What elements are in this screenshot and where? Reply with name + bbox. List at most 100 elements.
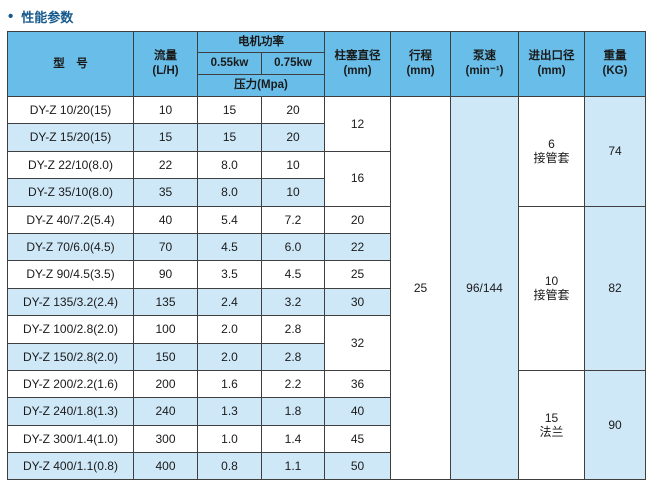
cell-model: DY-Z 10/20(15) bbox=[7, 95, 134, 125]
cell-power-075: 2.2 bbox=[261, 369, 325, 399]
cell-power-055: 4.5 bbox=[197, 232, 262, 262]
cell-plunger: 16 bbox=[324, 150, 391, 207]
cell-model: DY-Z 90/4.5(3.5) bbox=[7, 260, 134, 289]
cell-power-075: 7.2 bbox=[261, 205, 325, 234]
cell-power-075: 2.8 bbox=[261, 315, 325, 344]
table-header: 型 号 流量 (L/H) 电机功率 柱塞直径 (mm) 行程 (mm) 泵速 (… bbox=[7, 31, 646, 97]
bullet-icon: • bbox=[8, 8, 14, 25]
cell-power-075: 4.5 bbox=[261, 260, 325, 289]
table-row: DY-Z 240/1.8(1.3) 240 1.3 1.8 40 bbox=[7, 397, 646, 426]
cell-power-055: 2.4 bbox=[197, 287, 262, 317]
cell-flow: 35 bbox=[133, 178, 198, 207]
cell-power-055: 15 bbox=[197, 123, 262, 152]
section-title-text: 性能参数 bbox=[21, 10, 74, 25]
table-row: DY-Z 200/2.2(1.6) 200 1.6 2.2 36 15 法兰 90 bbox=[7, 369, 646, 481]
header-motor-power: 电机功率 bbox=[197, 31, 325, 53]
table-row: DY-Z 70/6.0(4.5) 70 4.5 6.0 22 bbox=[7, 232, 646, 262]
cell-power-055: 2.0 bbox=[197, 315, 262, 344]
table-row: DY-Z 40/7.2(5.4) 40 5.4 7.2 20 10 接管套 82 bbox=[7, 205, 646, 371]
cell-weight: 90 bbox=[584, 369, 646, 481]
cell-model: DY-Z 70/6.0(4.5) bbox=[7, 232, 134, 262]
cell-plunger: 25 bbox=[324, 260, 391, 289]
header-flow: 流量 (L/H) bbox=[133, 31, 198, 97]
table-row: DY-Z 35/10(8.0) 35 8.0 10 bbox=[7, 178, 646, 207]
cell-weight: 74 bbox=[584, 96, 646, 207]
cell-power-055: 8.0 bbox=[197, 150, 262, 180]
cell-flow: 10 bbox=[133, 95, 198, 125]
cell-power-075: 10 bbox=[261, 150, 325, 180]
cell-power-055: 1.6 bbox=[197, 369, 262, 399]
cell-plunger: 32 bbox=[324, 315, 391, 371]
cell-inlet-outlet: 10 接管套 bbox=[518, 205, 585, 371]
cell-power-075: 20 bbox=[261, 123, 325, 152]
cell-power-075: 3.2 bbox=[261, 287, 325, 317]
table-row: DY-Z 300/1.4(1.0) 300 1.0 1.4 45 bbox=[7, 424, 646, 454]
header-plunger-diameter: 柱塞直径 (mm) bbox=[324, 31, 391, 97]
cell-flow: 15 bbox=[133, 123, 198, 152]
cell-flow: 300 bbox=[133, 424, 198, 454]
section-title: • 性能参数 bbox=[0, 0, 650, 31]
table-row: DY-Z 10/20(15) 10 15 20 12 25 96/144 6 接管套 74 bbox=[7, 95, 646, 481]
table-row: DY-Z 22/10(8.0) 22 8.0 10 16 bbox=[7, 150, 646, 207]
table-row: DY-Z 100/2.8(2.0) 100 2.0 2.8 32 bbox=[7, 315, 646, 371]
cell-model: DY-Z 240/1.8(1.3) bbox=[7, 397, 134, 426]
performance-table: 型 号 流量 (L/H) 电机功率 柱塞直径 (mm) 行程 (mm) 泵速 (… bbox=[7, 31, 646, 481]
header-pump-speed: 泵速 (min⁻¹) bbox=[450, 31, 519, 97]
table-row: DY-Z 90/4.5(3.5) 90 3.5 4.5 25 bbox=[7, 260, 646, 289]
cell-flow: 22 bbox=[133, 150, 198, 180]
cell-power-055: 2.0 bbox=[197, 342, 262, 371]
cell-model: DY-Z 400/1.1(0.8) bbox=[7, 452, 134, 481]
cell-model: DY-Z 40/7.2(5.4) bbox=[7, 205, 134, 234]
cell-power-075: 10 bbox=[261, 178, 325, 207]
header-pressure: 压力(Mpa) bbox=[197, 74, 325, 97]
cell-flow: 90 bbox=[133, 260, 198, 289]
cell-plunger: 22 bbox=[324, 232, 391, 262]
cell-flow: 70 bbox=[133, 232, 198, 262]
cell-power-075: 20 bbox=[261, 95, 325, 125]
cell-plunger: 45 bbox=[324, 424, 391, 454]
cell-pump-speed: 96/144 bbox=[450, 95, 519, 481]
header-power-075: 0.75kw bbox=[261, 52, 325, 75]
cell-power-055: 15 bbox=[197, 95, 262, 125]
cell-model: DY-Z 22/10(8.0) bbox=[7, 150, 134, 180]
cell-power-055: 1.0 bbox=[197, 424, 262, 454]
cell-plunger: 20 bbox=[324, 205, 391, 234]
table-row: DY-Z 15/20(15) 15 15 20 bbox=[7, 123, 646, 152]
header-stroke: 行程 (mm) bbox=[390, 31, 451, 97]
cell-flow: 100 bbox=[133, 315, 198, 344]
cell-plunger: 12 bbox=[324, 96, 391, 152]
cell-plunger: 50 bbox=[324, 452, 391, 481]
cell-power-055: 5.4 bbox=[197, 205, 262, 234]
table-body: DY-Z 10/20(15) 10 15 20 12 25 96/144 6 接管套 74 DY-… bbox=[7, 95, 646, 481]
cell-model: DY-Z 150/2.8(2.0) bbox=[7, 342, 134, 371]
cell-power-055: 8.0 bbox=[197, 178, 262, 207]
table-row: DY-Z 400/1.1(0.8) 400 0.8 1.1 50 bbox=[7, 452, 646, 481]
cell-model: DY-Z 100/2.8(2.0) bbox=[7, 315, 134, 344]
cell-plunger: 30 bbox=[324, 287, 391, 317]
cell-model: DY-Z 35/10(8.0) bbox=[7, 178, 134, 207]
header-inlet-outlet: 进出口径 (mm) bbox=[518, 31, 585, 97]
cell-flow: 40 bbox=[133, 205, 198, 234]
cell-plunger: 40 bbox=[324, 397, 391, 426]
cell-flow: 150 bbox=[133, 342, 198, 371]
cell-power-075: 1.4 bbox=[261, 424, 325, 454]
cell-inlet-outlet: 15 法兰 bbox=[518, 369, 585, 481]
header-power-055: 0.55kw bbox=[197, 52, 262, 75]
cell-power-055: 1.3 bbox=[197, 397, 262, 426]
cell-flow: 240 bbox=[133, 397, 198, 426]
cell-model: DY-Z 15/20(15) bbox=[7, 123, 134, 152]
cell-plunger: 36 bbox=[324, 369, 391, 399]
cell-inlet-outlet: 6 接管套 bbox=[518, 96, 585, 207]
cell-model: DY-Z 135/3.2(2.4) bbox=[7, 287, 134, 317]
cell-power-075: 1.1 bbox=[261, 452, 325, 481]
cell-power-075: 6.0 bbox=[261, 232, 325, 262]
cell-power-075: 2.8 bbox=[261, 342, 325, 371]
cell-power-055: 3.5 bbox=[197, 260, 262, 289]
cell-power-055: 0.8 bbox=[197, 452, 262, 481]
cell-flow: 400 bbox=[133, 452, 198, 481]
cell-model: DY-Z 300/1.4(1.0) bbox=[7, 424, 134, 454]
cell-weight: 82 bbox=[584, 205, 646, 371]
cell-stroke: 25 bbox=[390, 95, 451, 481]
table-row: DY-Z 150/2.8(2.0) 150 2.0 2.8 bbox=[7, 342, 646, 371]
